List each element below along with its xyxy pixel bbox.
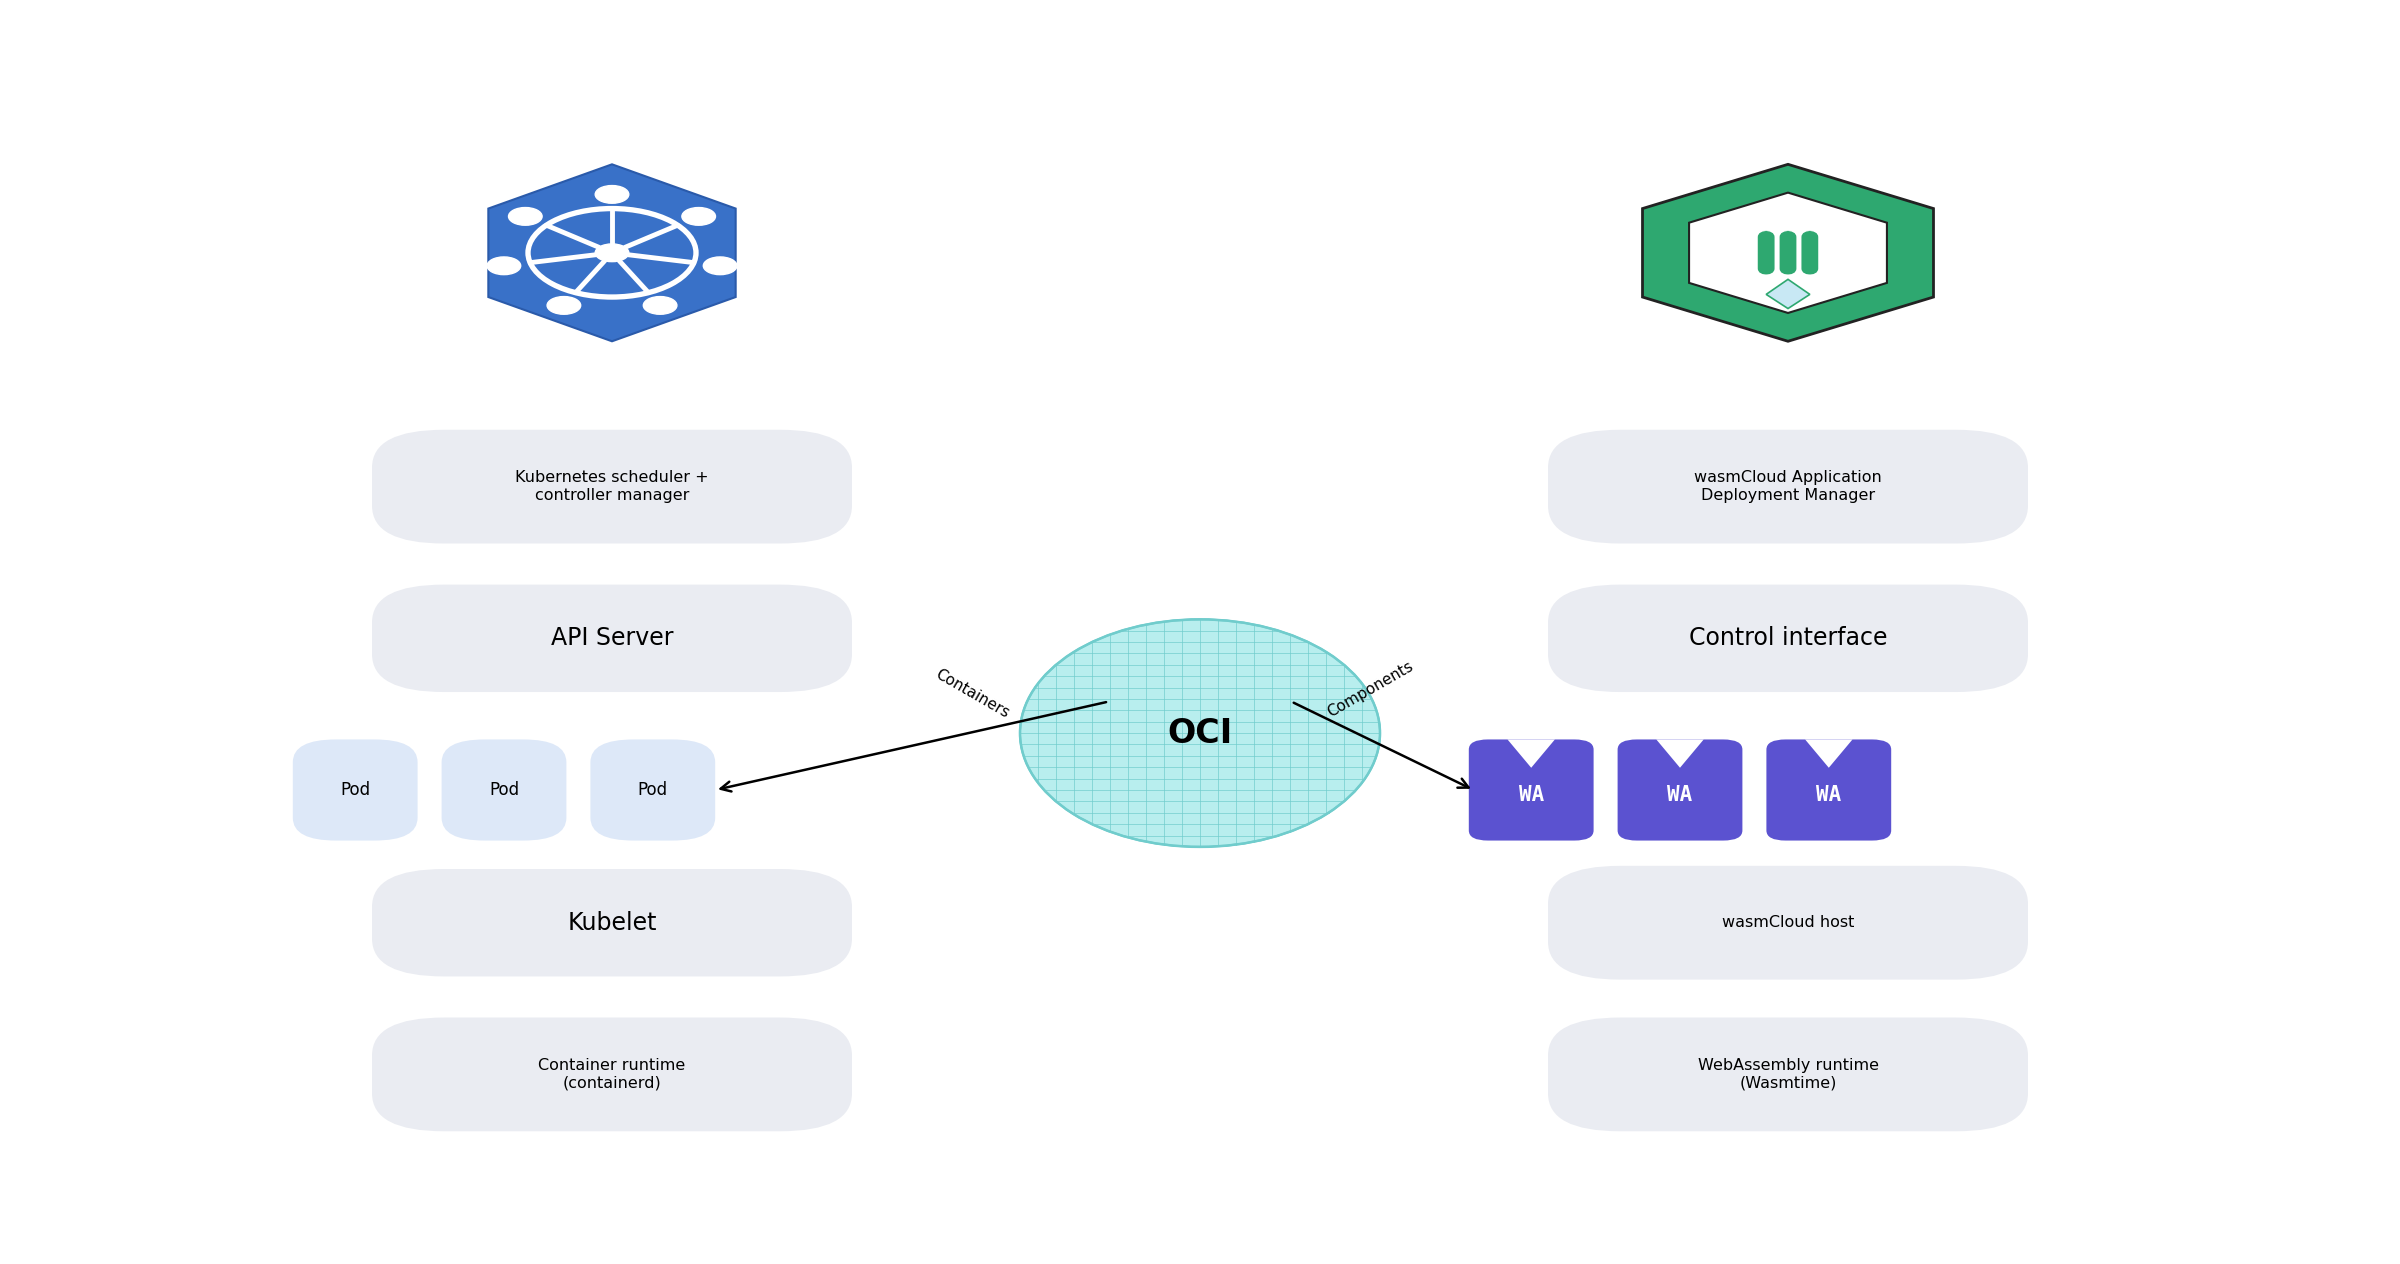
Polygon shape xyxy=(1766,279,1810,308)
Text: OCI: OCI xyxy=(1166,717,1234,750)
FancyBboxPatch shape xyxy=(1548,584,2028,693)
Text: Pod: Pod xyxy=(638,781,667,799)
Circle shape xyxy=(703,257,737,274)
Text: API Server: API Server xyxy=(550,627,674,650)
FancyBboxPatch shape xyxy=(1548,1018,2028,1131)
Text: Kubelet: Kubelet xyxy=(566,911,658,934)
Circle shape xyxy=(487,257,521,274)
FancyBboxPatch shape xyxy=(372,430,852,544)
Circle shape xyxy=(682,207,715,225)
Polygon shape xyxy=(487,164,737,341)
FancyBboxPatch shape xyxy=(1802,230,1819,274)
Circle shape xyxy=(595,244,629,262)
Text: Kubernetes scheduler +
controller manager: Kubernetes scheduler + controller manage… xyxy=(516,470,708,503)
Text: WA: WA xyxy=(1519,785,1543,805)
FancyBboxPatch shape xyxy=(1781,230,1795,274)
Text: WebAssembly runtime
(Wasmtime): WebAssembly runtime (Wasmtime) xyxy=(1697,1058,1879,1091)
FancyBboxPatch shape xyxy=(293,739,418,841)
Polygon shape xyxy=(1507,739,1555,767)
FancyBboxPatch shape xyxy=(372,584,852,693)
FancyBboxPatch shape xyxy=(372,870,852,976)
Text: Control interface: Control interface xyxy=(1690,627,1886,650)
Text: Container runtime
(containerd): Container runtime (containerd) xyxy=(538,1058,686,1091)
Text: WA: WA xyxy=(1817,785,1841,805)
Polygon shape xyxy=(1690,192,1886,313)
FancyBboxPatch shape xyxy=(1618,739,1742,841)
Circle shape xyxy=(643,297,677,315)
Text: Pod: Pod xyxy=(490,781,518,799)
Polygon shape xyxy=(1642,164,1934,341)
Circle shape xyxy=(509,207,542,225)
FancyBboxPatch shape xyxy=(1766,739,1891,841)
Text: WA: WA xyxy=(1668,785,1692,805)
Text: wasmCloud host: wasmCloud host xyxy=(1721,915,1855,930)
Text: wasmCloud Application
Deployment Manager: wasmCloud Application Deployment Manager xyxy=(1694,470,1882,503)
FancyBboxPatch shape xyxy=(1548,430,2028,544)
FancyBboxPatch shape xyxy=(1469,739,1594,841)
Polygon shape xyxy=(1805,739,1853,767)
FancyBboxPatch shape xyxy=(1757,230,1774,274)
Text: Components: Components xyxy=(1325,659,1416,720)
Text: Pod: Pod xyxy=(341,781,370,799)
FancyBboxPatch shape xyxy=(1548,866,2028,980)
FancyBboxPatch shape xyxy=(442,739,566,841)
Circle shape xyxy=(595,186,629,204)
Circle shape xyxy=(547,297,581,315)
Text: Containers: Containers xyxy=(934,666,1010,720)
FancyBboxPatch shape xyxy=(590,739,715,841)
Ellipse shape xyxy=(1020,619,1380,847)
Polygon shape xyxy=(1656,739,1704,767)
FancyBboxPatch shape xyxy=(372,1018,852,1131)
